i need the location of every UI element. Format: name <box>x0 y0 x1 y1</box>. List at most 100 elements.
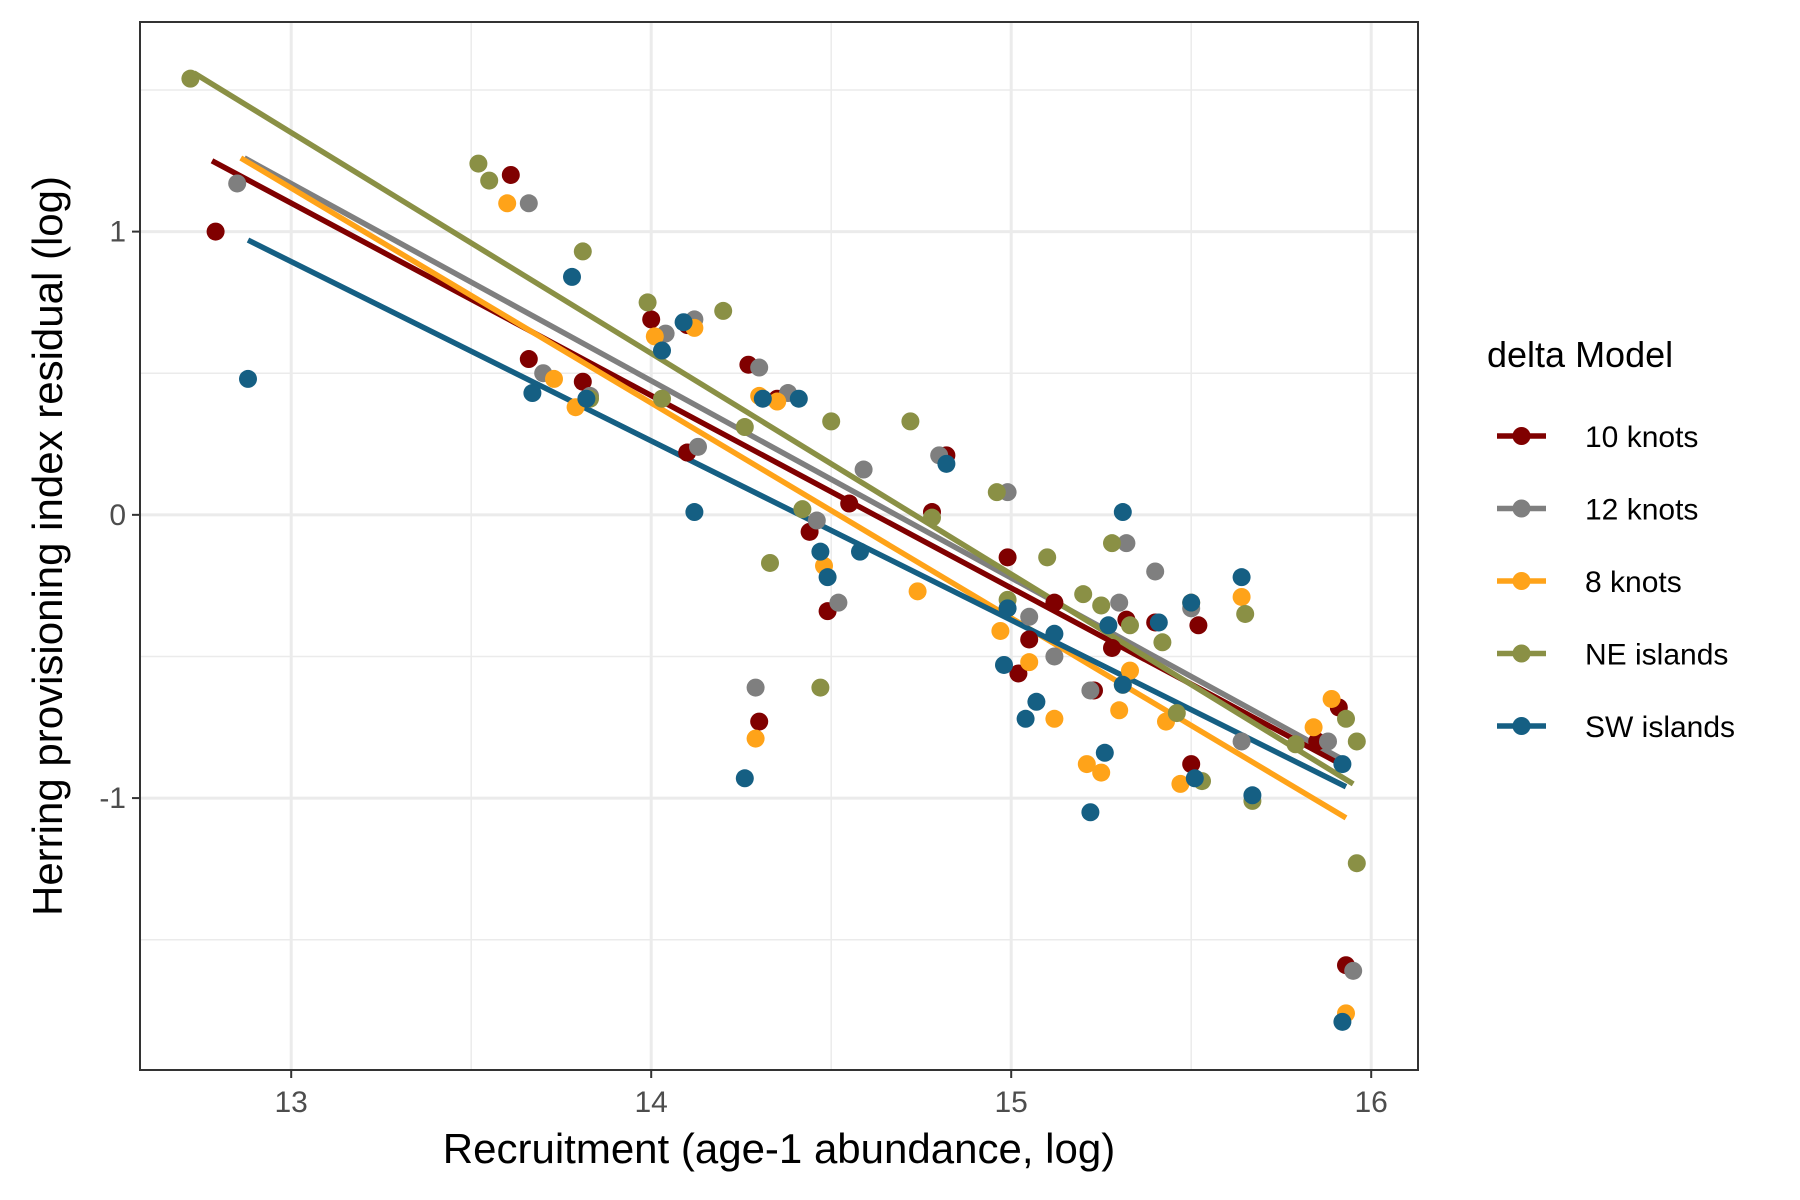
data-point <box>1333 755 1352 774</box>
data-point <box>1167 704 1186 723</box>
data-point <box>1189 616 1208 635</box>
data-point <box>1153 633 1172 652</box>
trend-line <box>239 155 1348 821</box>
legend-key-point <box>1512 427 1531 445</box>
legend-key-point <box>1512 572 1531 590</box>
data-point <box>1286 735 1305 754</box>
data-point <box>1095 743 1114 762</box>
data-point <box>991 621 1010 640</box>
x-tick-label: 13 <box>275 1086 308 1119</box>
data-point <box>746 729 765 748</box>
x-tick-label: 15 <box>995 1086 1028 1119</box>
data-point <box>1149 613 1168 632</box>
data-point <box>1304 718 1323 737</box>
data-point <box>1045 709 1064 728</box>
trend-line <box>192 70 1355 787</box>
data-point <box>1045 647 1064 666</box>
data-point <box>840 494 859 513</box>
data-point <box>1182 593 1201 612</box>
y-tick-label: 1 <box>109 216 126 249</box>
data-point <box>811 542 830 561</box>
data-point <box>1333 1012 1352 1031</box>
data-point <box>1243 786 1262 805</box>
data-point <box>1092 596 1111 615</box>
data-point <box>501 165 520 184</box>
data-points <box>181 69 1366 1031</box>
data-point <box>851 542 869 561</box>
data-point <box>1077 755 1096 774</box>
data-point <box>206 222 225 241</box>
data-point <box>1016 709 1035 728</box>
data-point <box>1081 803 1100 822</box>
data-point <box>987 483 1006 502</box>
data-point <box>1113 503 1132 522</box>
data-point <box>1319 732 1337 751</box>
data-point <box>811 678 830 697</box>
data-point <box>1146 562 1165 581</box>
x-axis-title: Recruitment (age-1 abundance, log) <box>443 1125 1115 1172</box>
trend-line <box>243 155 1348 764</box>
data-point <box>674 313 693 332</box>
data-point <box>573 242 592 261</box>
data-point <box>1232 732 1251 751</box>
data-point <box>768 392 787 411</box>
data-point <box>1020 607 1039 626</box>
data-point <box>642 310 661 329</box>
data-point <box>1322 689 1341 708</box>
y-axis: -1 0 1 <box>99 216 140 815</box>
data-point <box>829 593 848 612</box>
data-point <box>735 769 754 788</box>
data-point <box>1232 568 1251 587</box>
data-point <box>1103 534 1121 553</box>
data-point <box>689 437 707 456</box>
plot-panel <box>140 22 1418 1070</box>
x-tick-label: 14 <box>635 1086 668 1119</box>
data-point <box>761 553 779 572</box>
data-point <box>1092 763 1111 782</box>
data-point <box>638 293 657 312</box>
data-point <box>1027 692 1046 711</box>
legend-label: 12 knots <box>1585 494 1698 527</box>
data-point <box>995 655 1013 674</box>
data-point <box>1344 961 1363 980</box>
data-point <box>563 267 581 286</box>
data-point <box>469 154 488 173</box>
plot-border <box>139 21 1419 1071</box>
data-point <box>545 369 563 388</box>
data-point <box>923 508 941 527</box>
data-point <box>807 511 826 530</box>
data-point <box>1110 593 1129 612</box>
data-point <box>1236 604 1255 623</box>
data-point <box>645 327 664 346</box>
data-point <box>998 599 1017 618</box>
data-point <box>789 389 808 408</box>
data-point <box>1110 701 1129 720</box>
data-point <box>1117 534 1136 553</box>
data-point <box>519 194 538 213</box>
data-point <box>653 389 671 408</box>
data-point <box>1185 769 1204 788</box>
data-point <box>1347 854 1366 873</box>
legend-label: SW islands <box>1585 711 1735 744</box>
data-point <box>228 174 247 193</box>
data-point <box>1009 664 1028 683</box>
legend-label: 10 knots <box>1585 421 1698 454</box>
data-point <box>1099 616 1118 635</box>
data-point <box>998 548 1017 567</box>
data-point <box>1182 755 1201 774</box>
data-point <box>1020 630 1039 649</box>
data-point <box>1045 624 1064 643</box>
legend: delta Model 10 knots 12 knots 8 knots NE is… <box>1487 334 1735 744</box>
legend-key-point <box>1512 717 1531 735</box>
data-point <box>750 358 769 377</box>
data-point <box>854 460 873 479</box>
data-point <box>577 389 596 408</box>
legend-label: 8 knots <box>1585 566 1682 599</box>
data-point <box>523 384 542 403</box>
data-point <box>1121 661 1139 680</box>
data-point <box>908 582 927 601</box>
x-tick-label: 16 <box>1355 1086 1388 1119</box>
data-point <box>1020 653 1039 672</box>
data-point <box>714 301 733 320</box>
